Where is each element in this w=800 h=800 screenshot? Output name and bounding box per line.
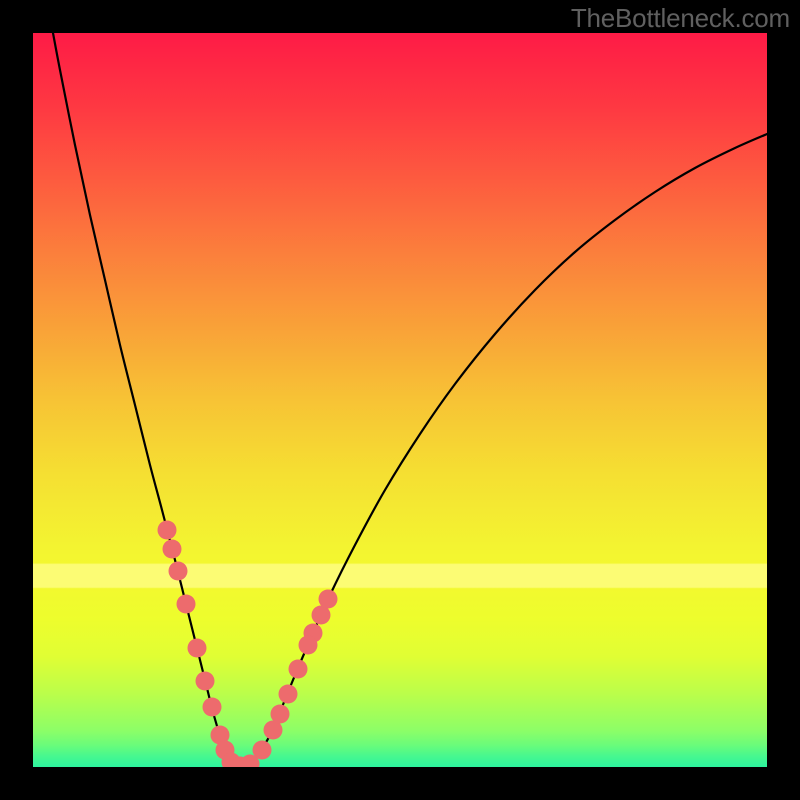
attribution-text: TheBottleneck.com bbox=[571, 3, 790, 34]
data-dot bbox=[203, 698, 222, 717]
data-dot bbox=[279, 685, 298, 704]
data-dot bbox=[158, 521, 177, 540]
data-dot bbox=[299, 636, 318, 655]
curve-overlay bbox=[0, 0, 800, 800]
data-dot bbox=[188, 639, 207, 658]
data-dot bbox=[169, 562, 188, 581]
left-curve bbox=[53, 33, 238, 767]
data-dot bbox=[271, 705, 290, 724]
data-dot bbox=[163, 540, 182, 559]
data-dot bbox=[319, 590, 338, 609]
data-dot bbox=[177, 595, 196, 614]
chart-frame: TheBottleneck.com bbox=[0, 0, 800, 800]
data-dot bbox=[289, 660, 308, 679]
right-curve bbox=[238, 134, 767, 767]
data-dot bbox=[196, 672, 215, 691]
data-dot bbox=[253, 741, 272, 760]
